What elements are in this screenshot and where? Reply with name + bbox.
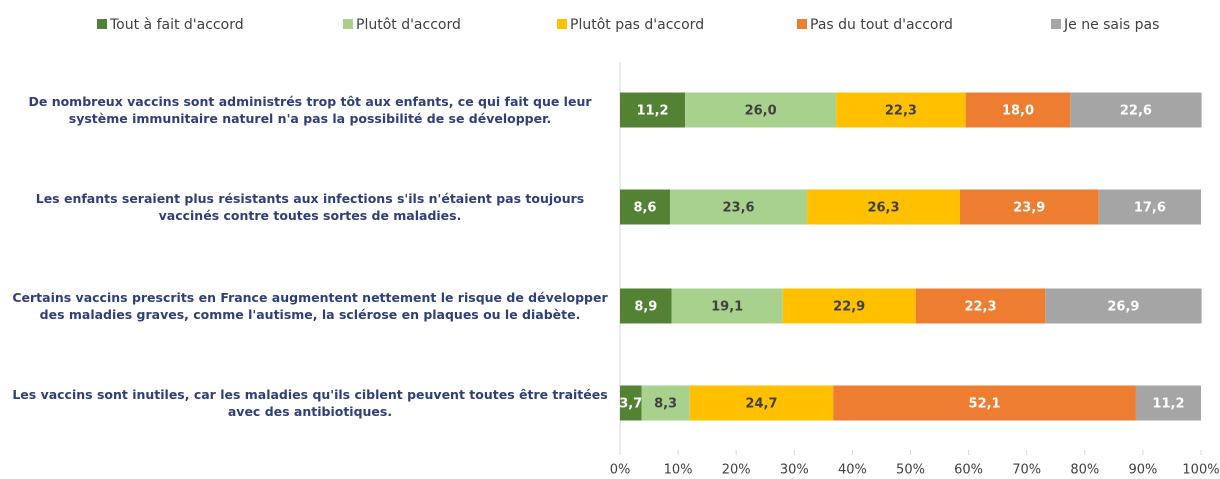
- value-label: 26,3: [867, 201, 899, 216]
- value-label: 52,1: [969, 397, 1001, 412]
- bar-segment: [1135, 385, 1201, 421]
- value-label: 24,7: [745, 397, 777, 412]
- x-tick-label: 80%: [1070, 463, 1099, 478]
- legend-swatch: [797, 19, 807, 29]
- category-label: Les enfants seraient plus résistants aux…: [35, 191, 585, 223]
- bar-segment: [782, 288, 916, 324]
- value-label: 8,6: [633, 201, 656, 216]
- value-label: 22,3: [964, 300, 996, 315]
- legend-swatch: [343, 19, 353, 29]
- x-tick-label: 0%: [610, 463, 631, 478]
- bar-segment: [807, 189, 960, 225]
- value-label: 22,9: [833, 300, 865, 315]
- category-label: Les vaccins sont inutiles, car les malad…: [12, 387, 608, 419]
- value-label: 17,6: [1134, 201, 1166, 216]
- category-label: De nombreux vaccins sont administrés tro…: [28, 94, 592, 126]
- value-label: 26,9: [1107, 300, 1139, 315]
- legend-label: Tout à fait d'accord: [109, 17, 244, 33]
- value-label: 3,7: [619, 397, 642, 412]
- value-label: 18,0: [1002, 104, 1034, 119]
- value-label: 22,3: [885, 104, 917, 119]
- legend-label: Plutôt d'accord: [356, 17, 461, 33]
- x-tick-label: 10%: [664, 463, 693, 478]
- bar-segment: [620, 92, 686, 128]
- x-tick-label: 100%: [1182, 463, 1219, 478]
- bar-segment: [833, 385, 1136, 421]
- bar-segment: [915, 288, 1046, 324]
- bar-segment: [965, 92, 1071, 128]
- bar-segment: [689, 385, 834, 421]
- value-label: 23,6: [722, 201, 754, 216]
- bar-segment: [1098, 189, 1201, 225]
- x-tick-label: 40%: [838, 463, 867, 478]
- value-label: 26,0: [745, 104, 777, 119]
- value-label: 22,6: [1120, 104, 1152, 119]
- bar-segment: [669, 189, 808, 225]
- bar-segment: [620, 189, 670, 225]
- value-label: 8,9: [634, 300, 657, 315]
- bar-segment: [641, 385, 690, 421]
- value-label: 8,3: [654, 397, 677, 412]
- bar-segment: [1045, 288, 1202, 324]
- x-tick-label: 30%: [780, 463, 809, 478]
- bar-segment: [620, 385, 642, 421]
- legend-swatch: [557, 19, 567, 29]
- x-tick-label: 20%: [722, 463, 751, 478]
- bar-segment: [620, 288, 672, 324]
- bar-segment: [671, 288, 783, 324]
- value-label: 11,2: [1152, 397, 1184, 412]
- legend-swatch: [97, 19, 107, 29]
- x-tick-label: 90%: [1128, 463, 1157, 478]
- x-tick-label: 60%: [954, 463, 983, 478]
- bar-segment: [1070, 92, 1202, 128]
- x-tick-label: 50%: [896, 463, 925, 478]
- category-label: Certains vaccins prescrits en France aug…: [12, 290, 608, 322]
- value-label: 23,9: [1013, 201, 1045, 216]
- bar-segment: [836, 92, 966, 128]
- legend-label: Je ne sais pas: [1063, 17, 1159, 33]
- value-label: 19,1: [711, 300, 743, 315]
- legend-swatch: [1051, 19, 1061, 29]
- legend-label: Plutôt pas d'accord: [570, 17, 704, 33]
- value-label: 11,2: [636, 104, 668, 119]
- x-tick-label: 70%: [1012, 463, 1041, 478]
- bar-segment: [685, 92, 837, 128]
- legend-label: Pas du tout d'accord: [810, 17, 953, 33]
- bar-segment: [959, 189, 1099, 225]
